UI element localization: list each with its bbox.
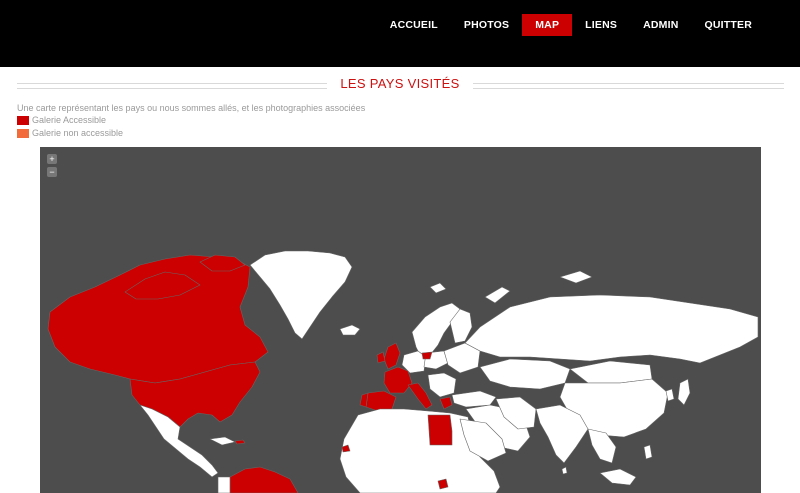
- country-mexico: [139, 404, 219, 478]
- country-philippines: [643, 444, 653, 460]
- country-spain: [365, 390, 397, 412]
- legend-item-non-accessible: Galerie non accessible: [17, 128, 123, 138]
- nav-item-quitter[interactable]: QUITTER: [704, 19, 752, 31]
- country-italy: [407, 382, 433, 410]
- country-sri-lanka: [561, 466, 568, 475]
- country-germany: [401, 350, 427, 374]
- nav-spacer: [765, 14, 800, 36]
- country-uk: [383, 342, 401, 370]
- country-korea: [665, 388, 675, 402]
- legend-swatch-non-accessible: [17, 128, 29, 138]
- country-africa-north: [339, 408, 501, 493]
- country-iran: [495, 396, 537, 430]
- legend-label-non-accessible: Galerie non accessible: [32, 128, 124, 138]
- main-nav: ACCUEIL PHOTOS MAP LIENS ADMIN QUITTER: [377, 14, 800, 36]
- page-title: LES PAYS VISITÉS: [340, 76, 460, 91]
- legend-swatch-accessible: [17, 115, 29, 125]
- country-iceland: [339, 324, 361, 336]
- country-canada-arctic: [124, 271, 201, 300]
- country-arctic-islands: [559, 270, 593, 284]
- country-kazakhstan: [479, 358, 571, 390]
- country-indonesia: [599, 468, 637, 486]
- zoom-in-button[interactable]: +: [47, 154, 57, 164]
- country-colombia: [217, 476, 231, 493]
- nav-item-photos[interactable]: PHOTOS: [463, 19, 510, 31]
- legend-label-accessible: Galerie Accessible: [32, 115, 107, 125]
- country-balkans: [427, 372, 457, 398]
- country-canada: [47, 254, 269, 384]
- country-cuba: [209, 436, 236, 446]
- country-caribbean: [234, 439, 246, 445]
- header-bar: ACCUEIL PHOTOS MAP LIENS ADMIN QUITTER: [0, 0, 800, 67]
- page-title-row: LES PAYS VISITÉS: [17, 74, 784, 96]
- country-ireland: [376, 351, 386, 364]
- country-novaya-zemlya: [484, 286, 511, 304]
- country-indochina: [587, 428, 617, 464]
- country-arabia: [459, 418, 507, 462]
- nav-item-liens[interactable]: LIENS: [585, 19, 618, 31]
- nav-item-accueil[interactable]: ACCUEIL: [389, 19, 438, 31]
- country-greenland: [249, 250, 353, 340]
- world-map-svg[interactable]: [40, 147, 761, 493]
- title-rule-right: [473, 83, 784, 89]
- country-ukraine-flag: [421, 351, 433, 360]
- country-finland: [449, 308, 473, 344]
- page-description: Une carte représentant les pays ou nous …: [17, 103, 366, 113]
- country-svalbard: [429, 282, 447, 294]
- country-india: [535, 404, 589, 464]
- world-map[interactable]: + −: [40, 147, 761, 493]
- country-japan: [677, 378, 691, 406]
- legend-item-accessible: Galerie Accessible: [17, 115, 106, 125]
- title-rule-left: [17, 83, 327, 89]
- country-canada-islands: [199, 254, 246, 272]
- country-greece: [439, 396, 453, 410]
- country-mongolia: [569, 360, 653, 384]
- country-turkey: [451, 390, 497, 408]
- zoom-out-button[interactable]: −: [47, 167, 57, 177]
- country-france: [383, 366, 413, 394]
- nav-item-map[interactable]: MAP: [522, 14, 573, 36]
- nav-item-admin[interactable]: ADMIN: [643, 19, 679, 31]
- country-madagascar-flag: [437, 478, 449, 490]
- country-egypt: [427, 414, 453, 446]
- country-portugal: [359, 392, 369, 408]
- country-senegal: [341, 444, 351, 453]
- country-venezuela: [229, 466, 299, 493]
- country-russia: [464, 294, 759, 364]
